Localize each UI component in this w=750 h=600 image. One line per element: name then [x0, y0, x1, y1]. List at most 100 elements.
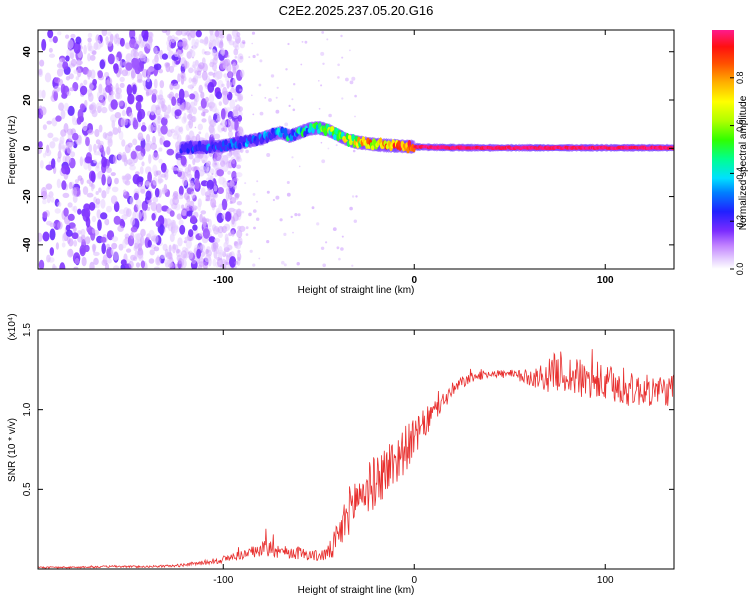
- noise-point: [220, 108, 226, 120]
- noise-point: [183, 76, 187, 82]
- noise-point: [296, 262, 300, 266]
- figure-title: C2E2.2025.237.05.20.G16: [279, 3, 434, 18]
- noise-point: [256, 200, 258, 203]
- noise-point: [223, 241, 229, 249]
- noise-point: [123, 118, 129, 126]
- noise-point: [252, 193, 256, 196]
- noise-point: [341, 235, 344, 238]
- noise-point: [175, 30, 183, 36]
- noise-point: [118, 68, 123, 75]
- noise-point: [118, 100, 124, 107]
- noise-point: [179, 224, 186, 235]
- noise-point: [304, 40, 308, 44]
- noise-point: [130, 231, 135, 240]
- noise-point: [349, 80, 354, 85]
- noise-point: [152, 152, 160, 161]
- ridge-point: [237, 142, 242, 150]
- x-tick-label: 100: [597, 275, 614, 286]
- snr-series-line: [38, 349, 674, 569]
- noise-point: [62, 192, 70, 198]
- noise-point: [203, 261, 208, 269]
- noise-point: [161, 187, 168, 193]
- snr-y-axis: 0.5 1.0 1.5: [22, 323, 674, 496]
- noise-point: [93, 251, 100, 256]
- noise-point: [52, 36, 58, 44]
- noise-point: [120, 259, 127, 266]
- noise-point: [205, 96, 209, 103]
- noise-point: [224, 233, 229, 243]
- noise-point: [205, 259, 209, 263]
- noise-point: [61, 165, 69, 175]
- noise-point: [99, 59, 106, 70]
- noise-point: [279, 218, 283, 222]
- noise-point: [65, 224, 71, 232]
- noise-point: [61, 180, 67, 191]
- noise-point: [48, 191, 54, 198]
- noise-point: [145, 181, 152, 188]
- noise-point: [256, 180, 259, 183]
- noise-point: [171, 166, 179, 171]
- noise-point: [214, 71, 220, 81]
- noise-point: [58, 139, 64, 150]
- colorbar: 0.0 0.2 0.4 0.6 0.8 Normalized spectral ampl…: [712, 30, 749, 275]
- noise-point: [284, 122, 289, 127]
- y-tick-label: -20: [22, 189, 33, 204]
- noise-point: [266, 153, 271, 157]
- noise-point: [107, 53, 115, 65]
- noise-point: [117, 125, 121, 134]
- noise-point: [231, 120, 236, 130]
- noise-point: [286, 192, 291, 197]
- noise-point: [147, 198, 152, 206]
- noise-point: [127, 93, 135, 105]
- noise-point: [39, 59, 45, 67]
- noise-point: [48, 38, 54, 43]
- noise-point: [101, 190, 107, 199]
- noise-point: [206, 166, 210, 177]
- noise-point: [218, 101, 222, 106]
- noise-point: [338, 257, 341, 261]
- noise-point: [147, 68, 151, 76]
- noise-point: [70, 33, 76, 39]
- noise-point: [229, 194, 233, 198]
- noise-point: [264, 97, 267, 99]
- noise-point: [100, 212, 108, 220]
- noise-point: [125, 53, 133, 63]
- noise-point: [95, 162, 100, 169]
- noise-point: [180, 155, 187, 166]
- noise-point: [71, 114, 76, 122]
- noise-point: [258, 83, 262, 87]
- noise-point: [111, 186, 119, 193]
- noise-point: [125, 62, 133, 71]
- noise-point: [91, 184, 96, 189]
- noise-point: [194, 126, 197, 129]
- noise-point: [73, 69, 78, 74]
- noise-point: [58, 102, 65, 111]
- noise-point: [116, 72, 121, 78]
- noise-point: [73, 266, 79, 269]
- noise-point: [256, 217, 260, 221]
- noise-point: [207, 256, 212, 267]
- noise-point: [102, 254, 108, 264]
- noise-point: [208, 47, 211, 49]
- noise-point: [57, 221, 63, 230]
- noise-point: [192, 86, 194, 88]
- noise-point: [92, 78, 97, 86]
- noise-point: [46, 254, 51, 263]
- noise-point: [83, 79, 88, 86]
- noise-point: [115, 56, 119, 63]
- y-tick-label: -40: [22, 237, 33, 252]
- noise-point: [229, 99, 236, 110]
- noise-point: [159, 97, 166, 106]
- noise-point: [46, 220, 53, 226]
- noise-point: [209, 33, 215, 42]
- noise-point: [219, 47, 225, 55]
- noise-point: [152, 234, 159, 244]
- noise-point: [196, 74, 202, 79]
- noise-point: [137, 72, 143, 83]
- noise-point: [150, 201, 158, 212]
- noise-point: [100, 236, 107, 243]
- colorbar-tick-label: 0.8: [735, 72, 745, 85]
- noise-point: [125, 208, 132, 218]
- noise-point: [198, 62, 205, 70]
- noise-point: [176, 213, 182, 220]
